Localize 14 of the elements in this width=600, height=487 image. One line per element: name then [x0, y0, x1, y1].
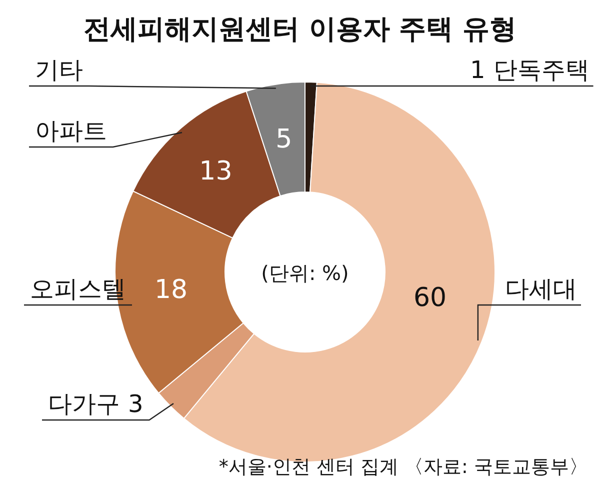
data-label: 60	[413, 283, 447, 313]
slice-label: 아파트	[35, 117, 107, 145]
slice-label: 단독주택	[493, 56, 590, 84]
slice-label: 기타	[35, 56, 83, 84]
text: *서울·인천 센터 집계 〈자료: 국토교통부〉	[218, 456, 588, 478]
data-label: 5	[276, 124, 292, 155]
slice-label: 다세대	[505, 275, 577, 303]
data-label: 1	[470, 56, 486, 84]
data-label: 3	[128, 390, 144, 418]
text: (단위: %)	[261, 261, 349, 285]
slice-label: 다가구	[48, 390, 120, 418]
data-label: 13	[199, 156, 232, 187]
data-label: 18	[154, 274, 188, 305]
chart-title: 전세피해지원센터 이용자 주택 유형	[83, 14, 517, 45]
